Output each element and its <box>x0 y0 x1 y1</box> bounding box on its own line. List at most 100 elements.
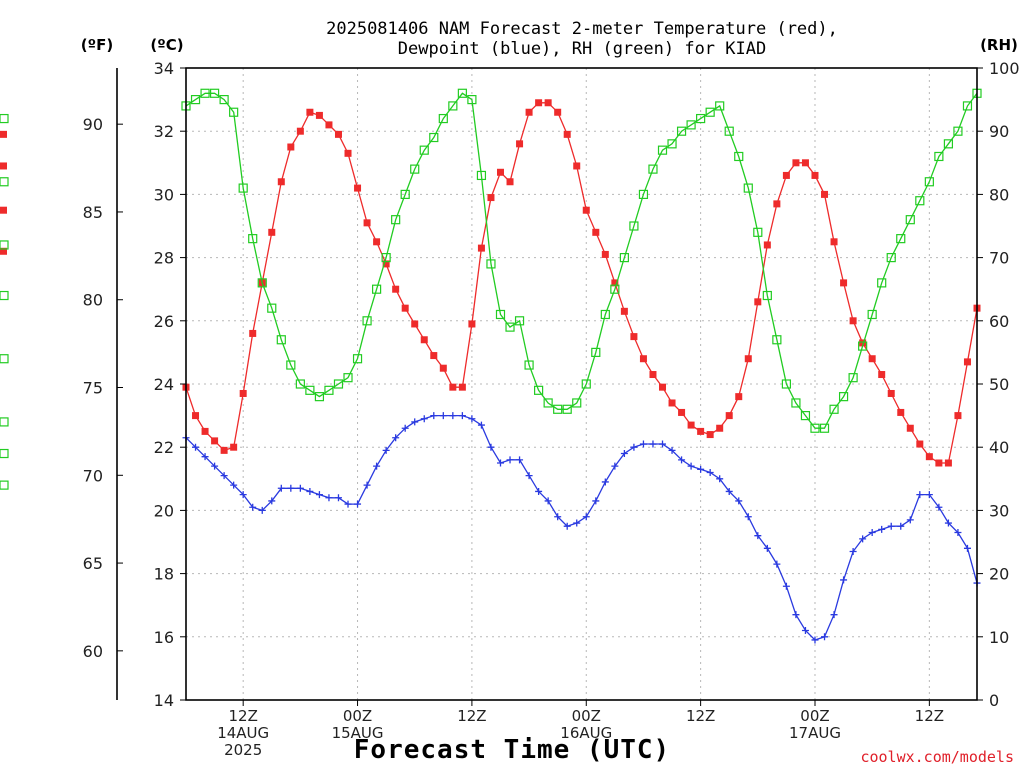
x-tick-label: 00Z <box>572 707 601 725</box>
temperature-point <box>477 244 485 252</box>
celsius-tick-label: 14 <box>154 691 174 710</box>
temperature-point <box>916 440 924 448</box>
rh-point <box>896 234 906 244</box>
dewpoint-point <box>430 412 438 420</box>
temperature-point <box>0 247 7 255</box>
rh-point <box>505 322 515 332</box>
dewpoint-point <box>773 560 781 568</box>
rh-point <box>772 335 782 345</box>
fahrenheit-tick-label: 80 <box>83 291 103 310</box>
axes <box>116 67 983 706</box>
rh-point <box>534 385 544 395</box>
x-tick-label: 00Z <box>343 707 372 725</box>
rh-point <box>229 107 239 117</box>
rh-point <box>238 183 248 193</box>
rh-point <box>581 379 591 389</box>
temperature-point <box>268 228 276 236</box>
dewpoint-point <box>287 484 295 492</box>
temperature-point <box>620 307 628 315</box>
temperature-point <box>430 352 438 360</box>
temperature-point <box>611 279 619 287</box>
rh-point <box>924 177 934 187</box>
rh-point <box>696 113 706 124</box>
dewpoint-point <box>506 456 514 464</box>
temperature-point <box>392 285 400 293</box>
dewpoint-point <box>230 481 238 489</box>
dewpoint-point <box>754 532 762 540</box>
rh-tick-label: 70 <box>989 249 1009 268</box>
dewpoint-point <box>887 522 895 530</box>
temperature-point <box>563 130 571 138</box>
dewpoint-point <box>496 459 504 467</box>
dewpoint-point <box>582 513 590 521</box>
rh-point <box>762 290 772 301</box>
rh-point <box>858 341 868 351</box>
temperature-point <box>220 446 228 454</box>
dewpoint-point <box>573 519 581 527</box>
x-tick-label: 12Z <box>686 707 715 725</box>
rh-point <box>676 126 687 136</box>
rh-point <box>486 259 496 269</box>
rh-tick-label: 50 <box>989 375 1009 394</box>
dewpoint-point <box>516 456 524 464</box>
temperature-point <box>315 111 323 119</box>
rh-point <box>410 164 420 174</box>
dewpoint-point <box>706 468 714 476</box>
temperature-point <box>687 421 695 429</box>
dewpoint-point <box>296 484 304 492</box>
dewpoint-point <box>811 636 819 644</box>
fahrenheit-tick-label: 85 <box>83 203 103 222</box>
dewpoint-point <box>468 415 476 423</box>
dewpoint-point <box>659 440 667 448</box>
rh-point <box>0 113 9 124</box>
dewpoint-point <box>935 503 943 511</box>
temperature-point <box>868 355 876 363</box>
dewpoint-point <box>392 434 400 442</box>
temperature-point <box>821 190 829 198</box>
rh-unit-label: (RH) <box>980 36 1018 54</box>
rh-tick-label: 60 <box>989 312 1009 331</box>
rh-point <box>362 316 372 326</box>
temperature-point <box>773 200 781 208</box>
dewpoint-point <box>716 475 724 483</box>
dewpoint-point <box>678 456 686 464</box>
rh-point <box>877 278 887 288</box>
temperature-point <box>468 320 476 328</box>
rh-point <box>781 379 791 389</box>
rh-point <box>743 183 753 193</box>
dewpoint-point <box>878 525 886 533</box>
temperature-point <box>659 383 667 391</box>
rh-point <box>562 404 572 414</box>
temperature-point <box>706 431 714 439</box>
x-tick-label: 2025 <box>224 741 262 759</box>
temperature-point <box>373 238 381 246</box>
dewpoint-point <box>334 494 342 502</box>
temperature-point <box>763 241 771 249</box>
rh-point <box>543 398 553 408</box>
temperature-point <box>554 108 562 116</box>
rh-point <box>953 126 963 136</box>
rh-point <box>419 145 429 155</box>
rh-point <box>514 316 525 326</box>
rh-point <box>343 373 353 383</box>
rh-point <box>0 417 9 427</box>
temperature-point <box>792 159 800 167</box>
x-tick-label: 14AUG <box>217 724 269 742</box>
x-tick-label: 12Z <box>457 707 486 725</box>
celsius-tick-label: 18 <box>154 565 174 584</box>
credit-text: coolwx.com/models <box>860 748 1014 766</box>
dewpoint-point <box>306 487 314 495</box>
rh-point <box>610 284 620 294</box>
dewpoint-point <box>830 611 838 619</box>
rh-point <box>753 227 763 237</box>
dewpoint-point <box>792 611 800 619</box>
rh-point <box>838 392 849 402</box>
rh-point <box>295 379 305 389</box>
rh-point <box>448 101 458 111</box>
rh-point <box>657 145 668 155</box>
dewpoint-point <box>220 472 228 480</box>
temperature-point <box>411 320 419 328</box>
rh-point <box>257 278 267 288</box>
dewpoint-point <box>782 582 790 590</box>
